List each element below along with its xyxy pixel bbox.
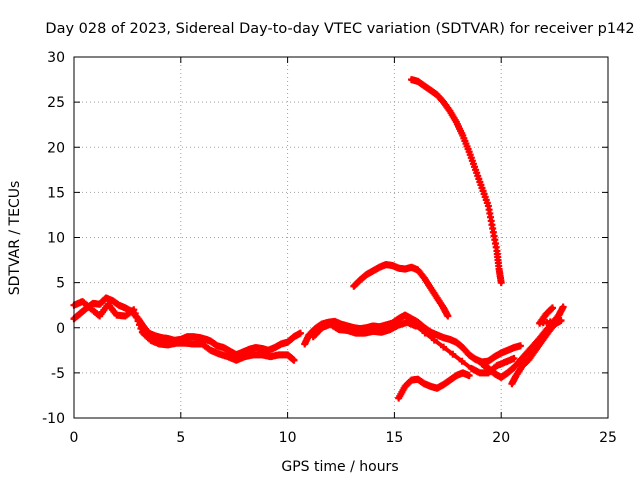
x-tick-label: 5 [176,430,185,446]
x-tick-label: 25 [599,430,617,446]
y-tick-label: 0 [56,321,65,337]
y-tick-label: -10 [42,411,65,427]
series-track [409,77,504,285]
series-track [351,262,450,318]
series-track-6-spread [508,304,565,388]
y-tick-label: 25 [47,95,65,111]
series-track-3 [350,261,452,320]
series-track [311,320,516,375]
y-axis-label: SDTVAR / TECUs [7,181,23,296]
axis-ticks: 0 5 10 15 20 25 -10 -5 0 5 10 15 20 25 30 [42,50,617,446]
series-track-2-spread [309,318,518,377]
y-tick-label: 30 [47,50,65,66]
y-tick-label: 5 [56,276,65,292]
data-marks [70,76,567,402]
x-tick-label: 15 [385,430,403,446]
series-track [72,296,303,357]
series-track-4 [407,76,505,287]
series-track [509,305,563,386]
x-tick-label: 10 [279,430,297,446]
y-tick-label: 10 [47,231,65,247]
x-axis-label: GPS time / hours [281,459,398,475]
series-track [396,370,472,401]
series-track [72,299,296,363]
series-track-1-spread [70,298,298,364]
series-track-5 [395,369,473,402]
x-tick-label: 20 [492,430,510,446]
y-tick-label: -5 [51,366,65,382]
y-tick-label: 15 [47,185,65,201]
chart-title: Day 028 of 2023, Sidereal Day-to-day VTE… [45,21,634,37]
y-tick-label: 20 [47,140,65,156]
x-tick-label: 0 [70,430,79,446]
